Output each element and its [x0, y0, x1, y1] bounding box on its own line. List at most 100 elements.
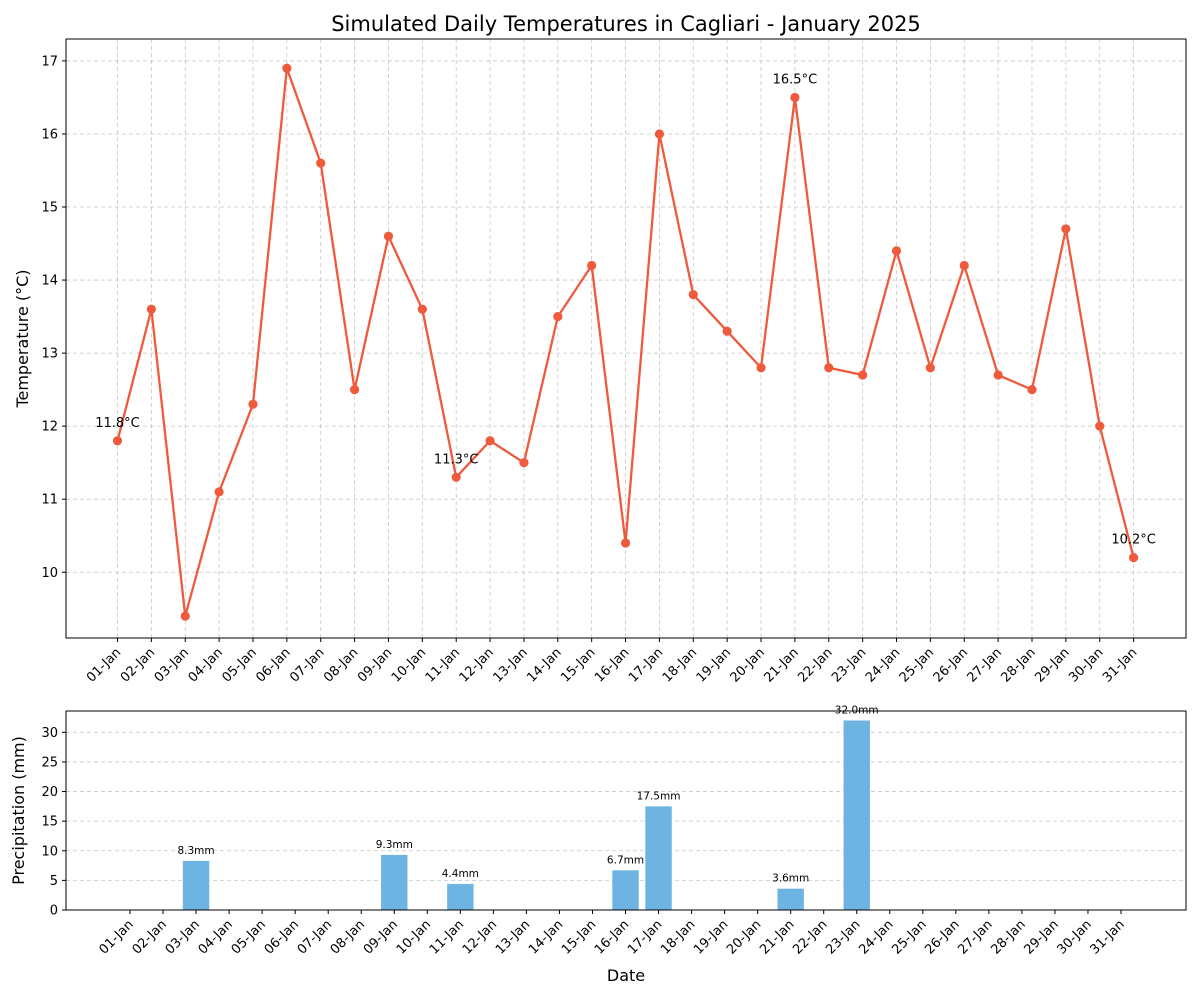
precipitation-bar: [182, 860, 210, 910]
precipitation-x-tick-label: 18-Jan: [658, 917, 698, 957]
precipitation-y-tick-label: 20: [41, 785, 58, 800]
temperature-point: [587, 260, 597, 271]
temperature-annotation: 11.3°C: [434, 452, 479, 467]
temperature-y-tick-label: 15: [41, 201, 58, 216]
temperature-x-tick-label: 24-Jan: [863, 645, 903, 685]
precipitation-x-axis-label: Date: [607, 966, 645, 985]
temperature-point: [248, 399, 258, 409]
precipitation-x-tick-label: 24-Jan: [856, 917, 896, 957]
temperature-x-tick-label: 05-Jan: [220, 645, 260, 685]
temperature-x-tick-label: 10-Jan: [389, 645, 429, 685]
temperature-annotation: 11.8°C: [95, 416, 140, 431]
precipitation-bar: [447, 883, 474, 910]
temperature-x-tick-label: 16-Jan: [592, 645, 632, 685]
precipitation-bar: [843, 720, 870, 910]
precipitation-y-tick-label: 0: [50, 904, 58, 919]
precipitation-x-tick-label: 14-Jan: [526, 917, 566, 957]
precipitation-x-tick-label: 22-Jan: [790, 917, 830, 957]
precipitation-x-tick-label: 09-Jan: [361, 917, 401, 957]
temperature-x-tick-label: 21-Jan: [761, 645, 801, 685]
temperature-y-tick-label: 16: [41, 127, 58, 142]
precipitation-panel: 8.3mm 9.3mm 4.4mm 6.7mm 17.5mm 3.6mm 32.0mm 0 5 1…: [9, 704, 1187, 985]
precipitation-bar: [612, 870, 639, 910]
precipitation-x-tick-label: 10-Jan: [394, 917, 434, 957]
temperature-point: [1129, 553, 1139, 563]
precipitation-value-label: 3.6mm: [772, 873, 809, 885]
temperature-x-tick-label: 18-Jan: [660, 645, 700, 685]
precipitation-x-tick-label: 12-Jan: [460, 917, 500, 957]
temperature-annotation: 16.5°C: [773, 72, 818, 87]
temperature-chart-title: Simulated Daily Temperatures in Cagliari…: [331, 12, 921, 36]
temperature-point: [1027, 385, 1037, 395]
temperature-x-tick-label: 25-Jan: [897, 645, 937, 685]
precipitation-value-label: 17.5mm: [637, 790, 681, 802]
temperature-point: [316, 158, 326, 168]
temperature-point: [146, 304, 156, 314]
precipitation-x-tick-label: 03-Jan: [163, 917, 203, 957]
temperature-x-tick-label: 14-Jan: [524, 645, 564, 685]
precipitation-x-tick-label: 27-Jan: [955, 917, 995, 957]
temperature-point: [688, 290, 698, 300]
precipitation-bar: [645, 806, 672, 910]
temperature-point: [925, 363, 935, 373]
precipitation-y-tick-label: 5: [50, 874, 58, 889]
temperature-point: [858, 370, 868, 380]
precipitation-value-label: 9.3mm: [376, 839, 413, 851]
temperature-point: [214, 487, 224, 497]
temperature-x-tick-label: 15-Jan: [558, 645, 598, 685]
precipitation-y-tick-label: 15: [41, 815, 58, 830]
precipitation-x-tick-label: 19-Jan: [691, 917, 731, 957]
temperature-x-tick-label: 08-Jan: [321, 645, 361, 685]
temperature-y-tick-label: 14: [41, 274, 58, 289]
temperature-point: [383, 231, 394, 241]
precipitation-y-axis-label: Precipitation (mm): [9, 736, 28, 885]
temperature-panel: 10 11 12 13 14 15 16 17 01-Jan02-Jan03-Jan04-Jan…: [13, 38, 1187, 686]
temperature-x-tick-label: 23-Jan: [829, 645, 869, 685]
temperature-x-tick-label: 20-Jan: [728, 645, 768, 685]
temperature-x-tick-label: 12-Jan: [457, 645, 497, 685]
temperature-y-tick-label: 17: [41, 54, 58, 69]
temperature-y-axis-label: Temperature (°C): [13, 269, 32, 408]
temperature-plot-frame: [65, 38, 1187, 639]
temperature-point: [824, 363, 834, 373]
temperature-point: [451, 472, 461, 482]
temperature-point: [519, 458, 529, 468]
precipitation-x-tick-label: 28-Jan: [988, 917, 1028, 957]
temperature-x-tick-label: 26-Jan: [931, 645, 971, 685]
temperature-point: [654, 129, 665, 139]
precipitation-x-tick-label: 01-Jan: [97, 917, 137, 957]
temperature-point: [1061, 224, 1071, 234]
temperature-point: [485, 436, 495, 446]
precipitation-x-tick-label: 16-Jan: [592, 917, 632, 957]
precipitation-x-tick-label: 31-Jan: [1088, 917, 1128, 957]
temperature-x-tick-label: 27-Jan: [965, 645, 1005, 685]
temperature-x-tick-label: 04-Jan: [186, 645, 226, 685]
precipitation-x-tick-label: 06-Jan: [262, 917, 302, 957]
precipitation-x-tick-label: 04-Jan: [196, 917, 236, 957]
precipitation-x-tick-label: 21-Jan: [757, 917, 797, 957]
temperature-point: [620, 538, 631, 548]
precipitation-value-label: 6.7mm: [607, 854, 644, 866]
temperature-x-tick-label: 02-Jan: [118, 645, 158, 685]
precipitation-bar: [381, 854, 408, 910]
temperature-point: [891, 246, 902, 256]
precipitation-x-tick-label: 13-Jan: [493, 917, 533, 957]
temperature-point: [1095, 421, 1105, 431]
temperature-x-tick-label: 11-Jan: [423, 645, 463, 685]
precipitation-value-label: 32.0mm: [835, 704, 879, 716]
precipitation-x-tick-label: 08-Jan: [328, 917, 368, 957]
temperature-x-tick-label: 01-Jan: [84, 645, 124, 685]
temperature-y-tick-label: 10: [41, 566, 58, 581]
temperature-x-tick-label: 29-Jan: [1032, 645, 1072, 685]
temperature-point: [722, 326, 732, 336]
precipitation-y-tick-label: 10: [41, 844, 58, 859]
temperature-point: [993, 370, 1003, 380]
temperature-point: [282, 63, 292, 73]
precipitation-x-tick-label: 02-Jan: [130, 917, 170, 957]
precipitation-x-tick-label: 23-Jan: [823, 917, 863, 957]
precipitation-y-tick-label: 25: [41, 755, 58, 770]
temperature-point: [790, 92, 800, 103]
temperature-point: [112, 436, 123, 446]
precipitation-x-tick-label: 29-Jan: [1021, 917, 1061, 957]
